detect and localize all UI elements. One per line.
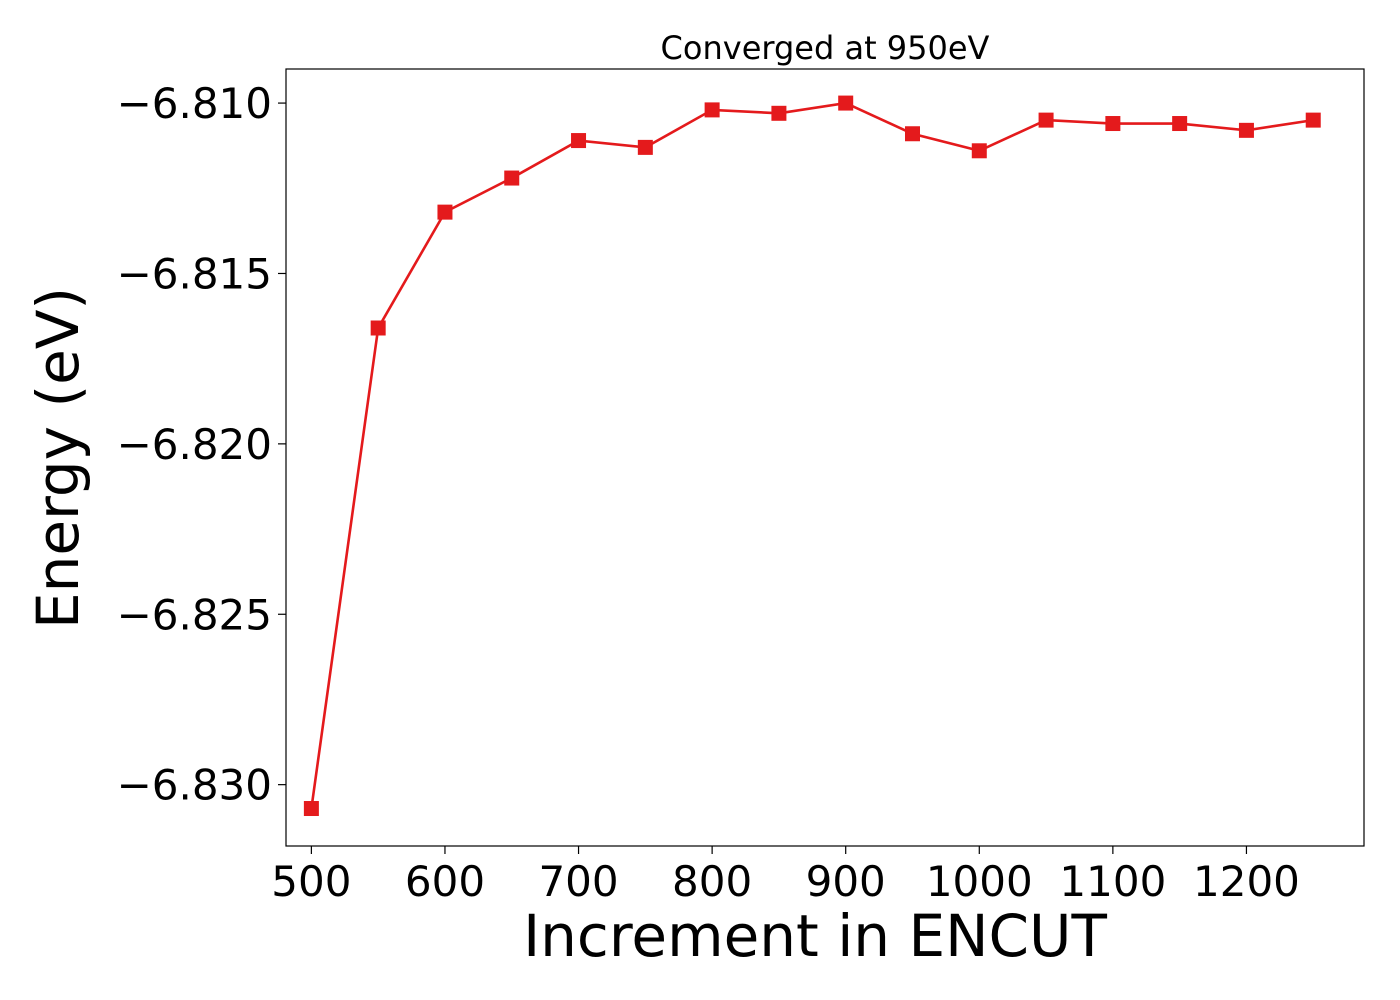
series-line (310, 101, 1314, 809)
y-axis-label: Energy (eV) (24, 287, 92, 629)
y-tick-label: −6.815 (117, 249, 272, 298)
data-point (303, 801, 319, 817)
x-axis-label: Increment in ENCUT (523, 902, 1107, 970)
data-point (1172, 116, 1188, 132)
x-axis: 500 600 700 800 900 1000 1100 1200 (271, 846, 1300, 906)
plot-area (285, 68, 1365, 847)
x-tick-label: 1200 (1193, 857, 1300, 906)
data-point (971, 143, 987, 159)
y-tick-label: −6.810 (117, 79, 272, 128)
x-tick-label: 800 (672, 857, 752, 906)
data-point (504, 170, 520, 186)
x-tick-label: 500 (271, 857, 351, 906)
data-point (704, 102, 720, 118)
x-tick-label: 900 (806, 857, 886, 906)
x-tick-label: 1100 (1059, 857, 1166, 906)
x-tick-label: 600 (405, 857, 485, 906)
x-tick-label: 1000 (926, 857, 1033, 906)
data-point (1305, 112, 1321, 128)
y-tick-label: −6.820 (117, 420, 272, 469)
x-tick-label: 700 (538, 857, 618, 906)
plot-frame (285, 68, 1365, 847)
y-axis: −6.810 −6.815 −6.820 −6.825 −6.830 (117, 79, 286, 810)
data-point (1105, 116, 1121, 132)
data-point (771, 105, 787, 121)
data-point (838, 95, 854, 111)
y-tick-label: −6.830 (117, 761, 272, 810)
data-point (1238, 122, 1254, 138)
chart-title: Converged at 950eV (661, 29, 990, 67)
data-point (904, 126, 920, 142)
data-point (370, 320, 386, 336)
y-tick-label: −6.825 (117, 590, 272, 639)
data-point (1038, 112, 1054, 128)
data-point (437, 204, 453, 220)
series-layer (303, 95, 1321, 817)
data-point (571, 133, 587, 149)
data-point (637, 139, 653, 155)
